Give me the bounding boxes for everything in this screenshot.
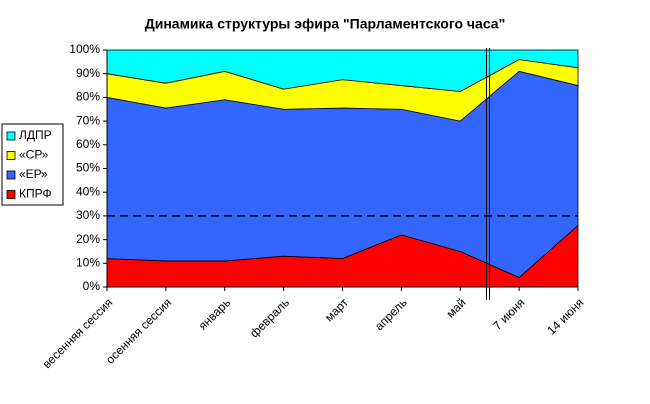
legend: ЛДПР «СР» «ЕР» КПРФ — [1, 123, 64, 206]
x-tick-label: 7 июня — [490, 295, 527, 332]
x-tick-label: февраль — [247, 295, 292, 340]
y-tick-label: 70% — [76, 113, 100, 127]
x-tick-label: апрель — [372, 295, 410, 333]
legend-swatch — [6, 190, 16, 199]
chart-title: Динамика структуры эфира "Парламентского… — [145, 16, 505, 32]
y-tick-label: 0% — [83, 279, 101, 293]
y-tick-label: 100% — [69, 42, 100, 56]
area — [106, 49, 579, 92]
legend-label: ЛДПР — [19, 128, 52, 142]
y-tick-label: 90% — [76, 66, 100, 80]
legend-label: «ЕР» — [19, 167, 48, 181]
y-tick-label: 50% — [76, 161, 100, 175]
legend-swatch — [6, 151, 16, 160]
legend-label: «СР» — [19, 148, 49, 162]
x-tick-label: май — [443, 295, 468, 320]
y-tick-label: 40% — [76, 184, 100, 198]
legend-label: КПРФ — [19, 187, 52, 201]
x-tick-label: март — [322, 295, 351, 324]
x-tick-label: весенняя сессия — [40, 295, 116, 371]
y-tick-label: 80% — [76, 90, 100, 104]
legend-swatch — [6, 131, 16, 141]
y-tick-label: 30% — [76, 208, 100, 222]
y-tick-label: 20% — [76, 232, 100, 246]
y-tick-label: 10% — [76, 255, 100, 269]
x-tick-label: январь — [196, 295, 233, 332]
y-tick-label: 60% — [76, 137, 100, 151]
legend-swatch — [6, 170, 16, 180]
x-tick-label: 14 июня — [544, 295, 586, 337]
